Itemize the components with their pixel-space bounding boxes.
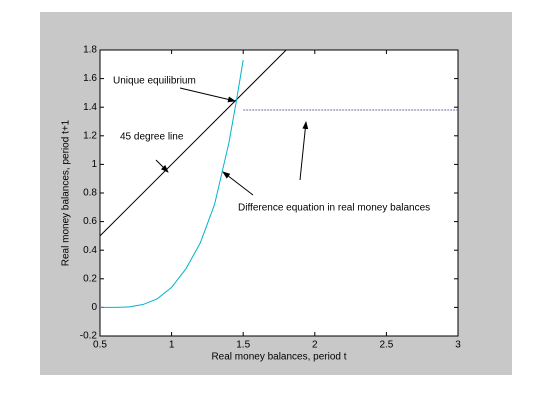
- y-tick-label: 0: [91, 302, 97, 313]
- y-tick-label: 1: [91, 159, 97, 170]
- annotation-arrow: [179, 87, 236, 103]
- annotation: 45 degree line: [120, 132, 184, 143]
- x-axis-label: Real money balances, period t: [211, 352, 346, 363]
- annotation-arrow: [222, 171, 254, 196]
- annotation-arrow: [155, 159, 169, 173]
- x-tick-label: 1.5: [236, 340, 250, 351]
- x-tick-label: 2: [312, 340, 318, 351]
- line-series: [99, 49, 287, 237]
- y-tick-label: 1.2: [83, 130, 97, 141]
- annotation-arrow: [299, 121, 309, 181]
- y-axis-label: Real money balances, period t+1: [61, 119, 72, 266]
- y-tick-label: 0.4: [83, 245, 97, 256]
- x-tick-label: 2.5: [379, 340, 393, 351]
- annotation: Unique equilibrium: [113, 76, 196, 87]
- y-tick-label: 1.8: [83, 45, 97, 56]
- y-tick-label: 0.6: [83, 216, 97, 227]
- x-tick-label: 3: [455, 340, 461, 351]
- y-tick-label: 1.4: [83, 102, 97, 113]
- y-tick-label: 0.2: [83, 273, 97, 284]
- annotation: Difference equation in real money balanc…: [238, 203, 430, 214]
- x-tick-label: 0.5: [93, 340, 107, 351]
- axes-box: [99, 49, 459, 337]
- y-tick-label: -0.2: [80, 331, 98, 342]
- line-series: [100, 59, 244, 308]
- y-tick-label: 1.6: [83, 73, 97, 84]
- x-tick-label: 1: [169, 340, 175, 351]
- y-tick-label: 0.8: [83, 188, 97, 199]
